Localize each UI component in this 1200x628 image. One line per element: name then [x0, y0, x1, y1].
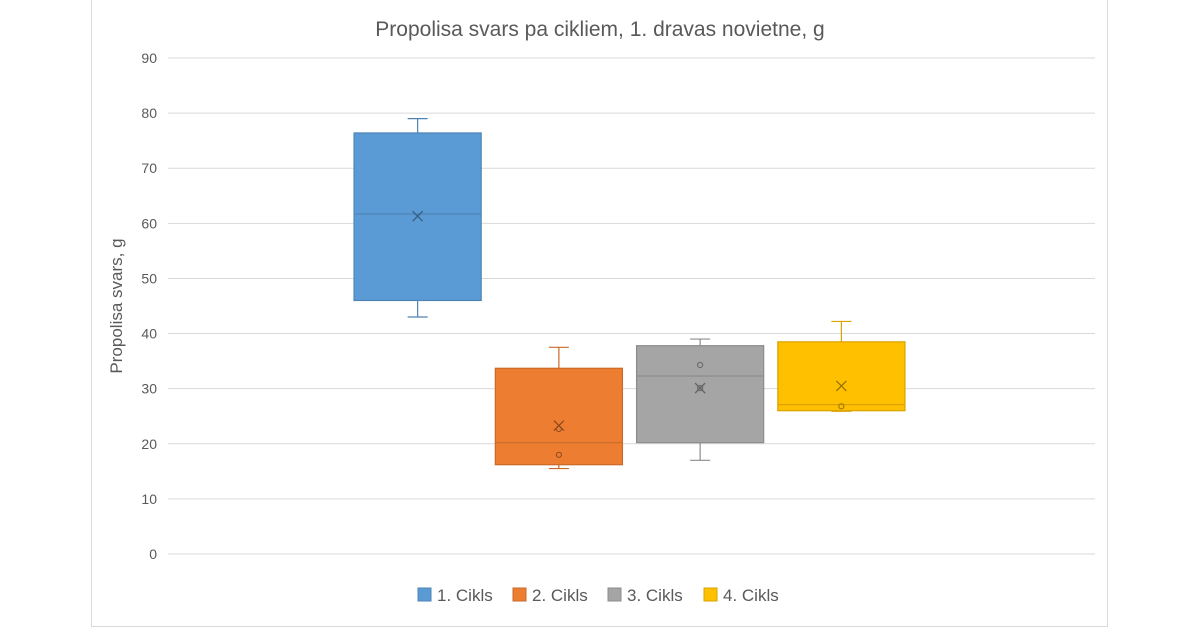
- y-tick-label: 90: [141, 50, 157, 66]
- legend-label: 4. Cikls: [723, 586, 779, 605]
- legend-swatch: [512, 587, 527, 602]
- data-point: [697, 385, 704, 392]
- y-tick-label: 30: [141, 381, 157, 397]
- mean-marker: [835, 380, 847, 392]
- y-tick-label: 10: [141, 491, 157, 507]
- box-body: [777, 341, 906, 412]
- mean-marker: [694, 382, 706, 394]
- box-body: [635, 345, 765, 444]
- legend-item: 4. Cikls: [703, 586, 779, 605]
- mean-marker: [553, 420, 565, 432]
- legend-swatch: [607, 587, 622, 602]
- legend-item: 3. Cikls: [607, 586, 683, 605]
- box-3: [635, 338, 765, 461]
- y-tick-label: 40: [141, 326, 157, 342]
- y-tick-label: 70: [141, 160, 157, 176]
- legend-label: 3. Cikls: [627, 586, 683, 605]
- boxes: [353, 118, 906, 470]
- y-tick-label: 50: [141, 270, 157, 286]
- data-point: [555, 425, 562, 432]
- data-point: [555, 451, 562, 458]
- y-tick-label: 20: [141, 436, 157, 452]
- chart-frame: [91, 0, 1108, 627]
- legend-swatch: [417, 587, 432, 602]
- legend-label: 2. Cikls: [532, 586, 588, 605]
- data-point: [838, 403, 845, 410]
- y-tick-label: 60: [141, 215, 157, 231]
- y-axis-ticks: 0 10 20 30 40 50 60 70 80 90: [141, 50, 157, 562]
- mean-marker: [412, 210, 424, 222]
- chart-title: Propolisa svars pa cikliem, 1. dravas no…: [375, 18, 824, 41]
- legend-item: 2. Cikls: [512, 586, 588, 605]
- y-axis-label: Propolisa svars, g: [107, 238, 126, 373]
- y-tick-label: 80: [141, 105, 157, 121]
- box-2: [494, 346, 624, 470]
- y-tick-label: 0: [149, 546, 157, 562]
- legend: 1. Cikls 2. Cikls 3. Cikls 4. Cikls: [417, 586, 779, 605]
- legend-label: 1. Cikls: [437, 586, 493, 605]
- gridlines: [168, 57, 1095, 555]
- box-body: [494, 367, 624, 466]
- data-point: [697, 361, 704, 369]
- box-1: [353, 118, 482, 318]
- legend-item: 1. Cikls: [417, 586, 493, 605]
- legend-swatch: [703, 587, 718, 602]
- box-4: [777, 320, 906, 412]
